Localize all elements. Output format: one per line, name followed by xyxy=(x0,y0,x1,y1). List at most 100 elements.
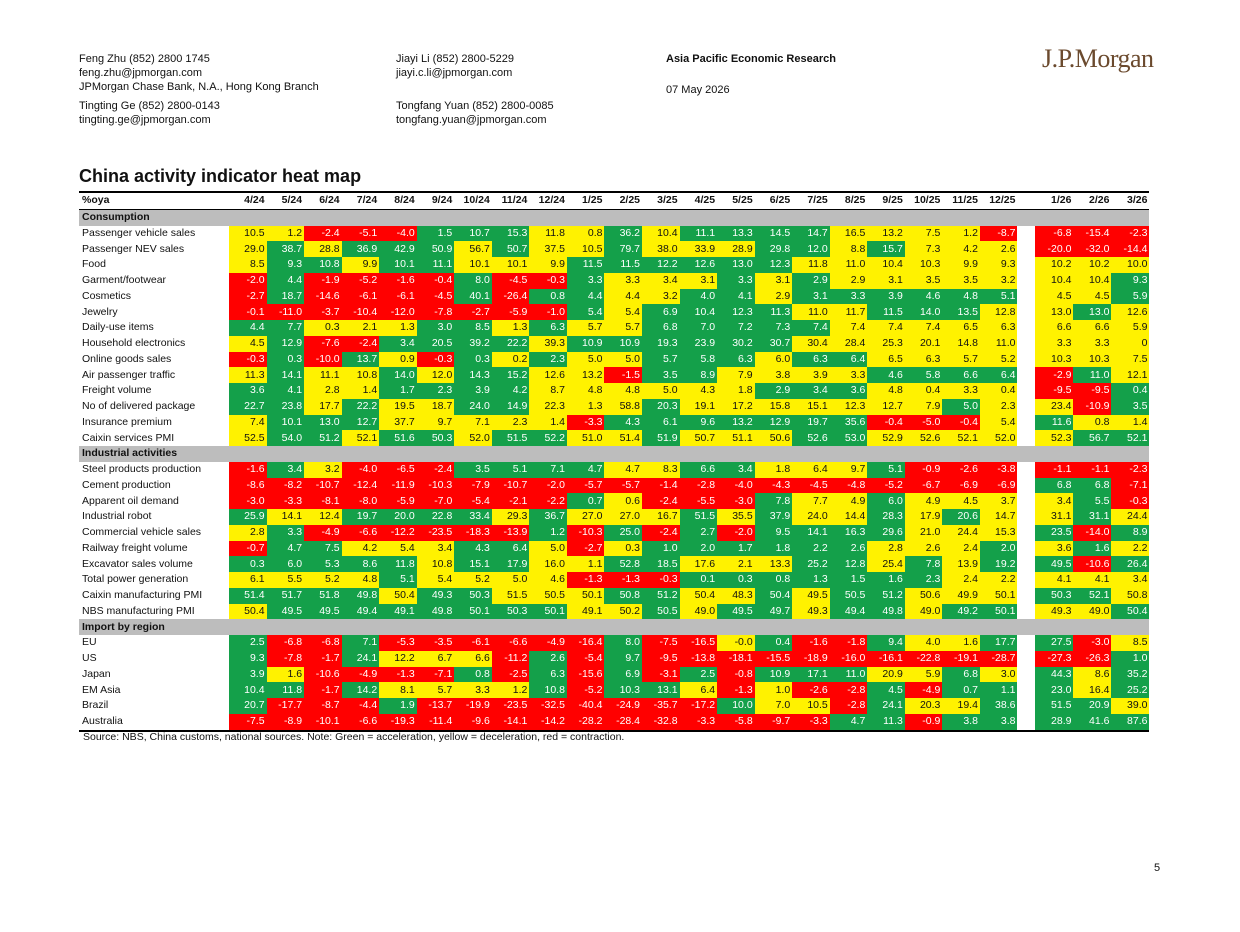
heat-cell: -32.5 xyxy=(529,698,567,714)
heat-cell: 13.0 xyxy=(1073,304,1112,320)
spacer-cell xyxy=(1017,304,1036,320)
heat-cell: -1.3 xyxy=(566,572,605,588)
heat-cell: -20.0 xyxy=(1035,241,1074,257)
row-label: Daily-use items xyxy=(82,321,154,334)
row-label: Caixin services PMI xyxy=(82,431,175,444)
heat-cell: 6.1 xyxy=(229,572,267,588)
heat-cell: 6.3 xyxy=(904,351,943,368)
heat-cell: -5.2 xyxy=(867,477,905,494)
heat-cell: -2.9 xyxy=(1035,367,1074,383)
heat-cell: -1.1 xyxy=(1035,461,1074,478)
heat-cell: 50.3 xyxy=(454,587,492,604)
heat-cell: 1.2 xyxy=(491,682,530,698)
heat-cell: 5.9 xyxy=(1111,320,1150,336)
heat-cell: -19.1 xyxy=(942,650,980,667)
heat-cell: 5.3 xyxy=(304,556,342,572)
heat-cell: -16.1 xyxy=(867,650,905,667)
heat-cell: 7.1 xyxy=(529,461,567,478)
heat-cell: 13.9 xyxy=(942,556,980,572)
heat-cell: -7.6 xyxy=(304,335,342,352)
heat-cell: 14.9 xyxy=(491,398,530,415)
table-row: Cement production -8.6 -8.2 -10.7 -12.4 -11.9… xyxy=(79,477,1150,494)
heat-cell: 87.6 xyxy=(1111,713,1150,731)
section-row: Import by region xyxy=(79,619,1150,635)
heat-cell: 3.3 xyxy=(717,272,755,289)
column-header: 11/24 xyxy=(491,192,530,210)
heat-cell: 28.9 xyxy=(1035,713,1074,731)
spacer-cell xyxy=(1017,367,1036,383)
contact-email[interactable]: tingting.ge@jpmorgan.com xyxy=(79,114,211,126)
heat-cell: 3.4 xyxy=(1111,572,1150,588)
heat-cell: 10.1 xyxy=(491,257,530,273)
heat-cell: 27.0 xyxy=(604,509,643,525)
row-label: Freight volume xyxy=(82,384,152,397)
contact-email[interactable]: jiayi.c.li@jpmorgan.com xyxy=(396,67,513,79)
spacer-cell xyxy=(1017,698,1036,714)
spacer-cell xyxy=(1017,524,1036,541)
column-header: 4/25 xyxy=(679,192,718,210)
heat-cell: 2.3 xyxy=(416,383,455,399)
heat-cell: 3.4 xyxy=(416,540,455,557)
heat-cell: -0.7 xyxy=(229,540,267,557)
table-row: Garment/footwear -2.0 4.4 -1.9 -5.2 -1.6 -0.4 8… xyxy=(79,272,1150,289)
heat-cell: 10.7 xyxy=(454,225,492,242)
heat-cell: -1.1 xyxy=(1073,461,1112,478)
heat-cell: 0.8 xyxy=(529,288,567,305)
heat-cell: -15.5 xyxy=(754,650,793,667)
heat-cell: 3.4 xyxy=(642,272,680,289)
heat-cell: -10.6 xyxy=(304,666,342,683)
heat-cell: -0.3 xyxy=(642,572,680,588)
column-header: 7/24 xyxy=(341,192,380,210)
heat-cell: 3.3 xyxy=(829,288,868,305)
heat-cell: -18.3 xyxy=(454,524,492,541)
heat-cell: 49.8 xyxy=(867,603,905,620)
heat-cell: 5.1 xyxy=(379,572,417,588)
heat-cell: 39.0 xyxy=(1111,698,1150,714)
heat-cell: 11.8 xyxy=(529,225,567,242)
heat-cell: 4.1 xyxy=(717,288,755,305)
heat-cell: -12.2 xyxy=(379,524,417,541)
heat-cell: 52.1 xyxy=(1111,430,1150,446)
contact-email[interactable]: feng.zhu@jpmorgan.com xyxy=(79,67,203,79)
heat-cell: 25.2 xyxy=(792,556,830,572)
heat-cell: -1.6 xyxy=(229,461,267,478)
heat-cell: 4.5 xyxy=(867,682,905,698)
contact-email[interactable]: tongfang.yuan@jpmorgan.com xyxy=(396,114,547,126)
row-label: Railway freight volume xyxy=(82,541,188,554)
table-row: Jewelry -0.1 -11.0 -3.7 -10.4 -12.0 -7.8 -2.7 -5… xyxy=(79,304,1150,320)
heat-cell: 51.4 xyxy=(604,430,643,446)
row-label: Cosmetics xyxy=(82,289,132,302)
heat-cell: 12.3 xyxy=(829,398,868,415)
heat-cell: 51.4 xyxy=(229,587,267,604)
heat-cell: 5.1 xyxy=(867,461,905,478)
heat-cell: 11.5 xyxy=(566,257,605,273)
heat-cell: 7.1 xyxy=(341,635,380,651)
heat-cell: 28.9 xyxy=(717,241,755,257)
heat-cell: 18.5 xyxy=(642,556,680,572)
table-row: EM Asia 10.4 11.8 -1.7 14.2 8.1 5.7 3.3 1.2 10.8-… xyxy=(79,682,1150,698)
heat-cell: 30.7 xyxy=(754,335,793,352)
heat-cell: 50.5 xyxy=(642,603,680,620)
heat-cell: 2.3 xyxy=(979,398,1018,415)
contact-name: Tongfang Yuan (852) 2800-0085 xyxy=(396,100,554,112)
heat-cell: -6.9 xyxy=(979,477,1018,494)
heat-cell: 6.1 xyxy=(642,414,680,431)
heat-cell: 2.2 xyxy=(1111,540,1150,557)
heat-cell: 36.2 xyxy=(604,225,643,242)
heat-cell: -13.8 xyxy=(679,650,718,667)
heat-cell: -4.9 xyxy=(341,666,380,683)
row-label: Passenger vehicle sales xyxy=(82,226,196,239)
heat-cell: 10.3 xyxy=(604,682,643,698)
heat-cell: -6.8 xyxy=(266,635,305,651)
heat-cell: 1.7 xyxy=(379,383,417,399)
section-label: Industrial activities xyxy=(79,446,1150,462)
heat-cell: 22.2 xyxy=(341,398,380,415)
heat-cell: 30.2 xyxy=(717,335,755,352)
heat-cell: -8.6 xyxy=(229,477,267,494)
table-row: Excavator sales volume 0.3 6.0 5.3 8.6 11.8 10… xyxy=(79,556,1150,572)
column-header: 5/25 xyxy=(717,192,755,210)
heat-cell: -1.6 xyxy=(792,635,830,651)
heat-cell: 3.2 xyxy=(979,272,1018,289)
heat-cell: 19.5 xyxy=(379,398,417,415)
heat-cell: -28.2 xyxy=(566,713,605,731)
